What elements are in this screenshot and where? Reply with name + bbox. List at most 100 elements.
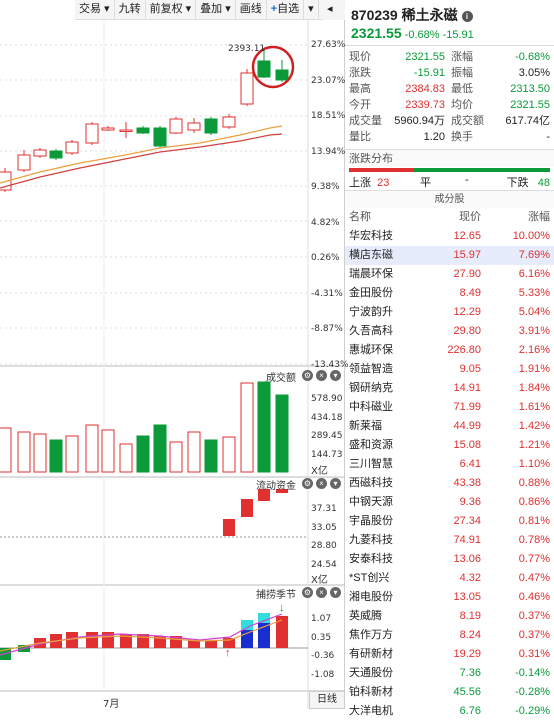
col-name[interactable]: 名称 xyxy=(349,211,371,223)
quote-value: -15.91 xyxy=(413,67,445,79)
stock-name: 湘电股份 xyxy=(349,591,393,603)
options-icon[interactable]: ▾ xyxy=(330,587,341,598)
volume-bar xyxy=(85,424,99,473)
stock-change: 1.10% xyxy=(518,458,550,470)
volume-unit: X亿 xyxy=(311,466,328,477)
table-row[interactable]: 天通股份 7.36 -0.14% xyxy=(345,664,554,683)
candle xyxy=(49,150,63,159)
quote-label: 涨幅 xyxy=(451,51,473,63)
table-row[interactable]: *ST创兴 4.32 0.47% xyxy=(345,569,554,588)
stock-name: 天通股份 xyxy=(349,667,393,679)
stock-name: 铂科新材 xyxy=(349,686,393,698)
table-header: 名称 现价 涨幅 xyxy=(345,208,554,227)
overlay-button[interactable]: 叠加 ▾ xyxy=(196,0,236,19)
table-row[interactable]: 有研新材 19.29 0.31% xyxy=(345,645,554,664)
close-icon[interactable]: × xyxy=(316,478,327,489)
volume-bar xyxy=(169,441,183,473)
volume-bar xyxy=(240,382,254,473)
plus-icon: + xyxy=(270,3,278,15)
stock-price: 9.36 xyxy=(459,496,481,508)
table-row[interactable]: 瑞晨环保 27.90 6.16% xyxy=(345,265,554,284)
stock-price: 13.06 xyxy=(453,553,481,565)
quote-label: 振幅 xyxy=(451,67,473,79)
options-icon[interactable]: ▾ xyxy=(330,478,341,489)
table-row[interactable]: 西磁科技 43.38 0.88% xyxy=(345,474,554,493)
trade-button[interactable]: 交易 ▾ xyxy=(75,0,115,19)
table-row[interactable]: 横店东磁 15.97 7.69% xyxy=(345,246,554,265)
volume-bar xyxy=(65,435,79,473)
chart-panel[interactable]: 交易 ▾ 九转 前复权 ▾ 叠加 ▾ 画线 +自选 ▾ ◂ ↑ ↓ 2393.11… xyxy=(0,0,349,710)
close-icon[interactable]: × xyxy=(316,587,327,598)
stock-name: 大洋电机 xyxy=(349,705,393,717)
stock-change: 7.69% xyxy=(518,249,550,261)
stock-name: 有研新材 xyxy=(349,648,393,660)
col-change[interactable]: 涨幅 xyxy=(528,211,550,223)
table-row[interactable]: 湘电股份 13.05 0.46% xyxy=(345,588,554,607)
stock-name: 盛和资源 xyxy=(349,439,393,451)
indicator-line xyxy=(0,613,283,656)
table-row[interactable]: 大洋电机 6.76 -0.29% xyxy=(345,702,554,721)
collapse-button[interactable]: ◂ xyxy=(323,0,345,20)
quote-row: 现价 2321.55 涨幅 -0.68% xyxy=(345,49,554,65)
close-icon[interactable]: × xyxy=(316,370,327,381)
table-row[interactable]: 惠城环保 226.80 2.16% xyxy=(345,341,554,360)
quote-label: 最高 xyxy=(349,83,371,95)
table-row[interactable]: 金田股份 8.49 5.33% xyxy=(345,284,554,303)
more-dropdown-icon[interactable]: ▾ xyxy=(304,0,319,19)
table-row[interactable]: 英威腾 8.19 0.37% xyxy=(345,607,554,626)
indicator-bar xyxy=(120,634,132,648)
nine-turn-button[interactable]: 九转 xyxy=(115,0,146,19)
table-row[interactable]: 九菱科技 74.91 0.78% xyxy=(345,531,554,550)
table-row[interactable]: 宇晶股份 27.34 0.81% xyxy=(345,512,554,531)
add-watchlist-button[interactable]: +自选 xyxy=(267,0,305,19)
table-row[interactable]: 盛和资源 15.08 1.21% xyxy=(345,436,554,455)
table-row[interactable]: 久吾高科 29.80 3.91% xyxy=(345,322,554,341)
stock-price: 27.90 xyxy=(453,268,481,280)
table-row[interactable]: 中科磁业 71.99 1.61% xyxy=(345,398,554,417)
candle xyxy=(240,72,254,105)
settings-icon[interactable]: ⚙ xyxy=(302,478,313,489)
stock-name: 新莱福 xyxy=(349,420,382,432)
stock-name: 领益智造 xyxy=(349,363,393,375)
table-row[interactable]: 领益智造 9.05 1.91% xyxy=(345,360,554,379)
table-row[interactable]: 华宏科技 12.65 10.00% xyxy=(345,227,554,246)
volume-bar xyxy=(275,394,289,473)
table-row[interactable]: 宁波韵升 12.29 5.04% xyxy=(345,303,554,322)
col-price[interactable]: 现价 xyxy=(459,211,481,223)
stock-change: 1.61% xyxy=(518,401,550,413)
down-label: 下跌 xyxy=(506,177,529,189)
settings-icon[interactable]: ⚙ xyxy=(302,587,313,598)
table-row[interactable]: 中钢天源 9.36 0.86% xyxy=(345,493,554,512)
info-icon[interactable]: i xyxy=(461,10,473,22)
stock-code: 870239 xyxy=(351,7,398,23)
table-row[interactable]: 焦作万方 8.24 0.37% xyxy=(345,626,554,645)
indicator-bar xyxy=(154,636,166,648)
stock-price: 14.91 xyxy=(453,382,481,394)
table-row[interactable]: 钢研纳克 14.91 1.84% xyxy=(345,379,554,398)
volume-tick-label: 434.18 xyxy=(311,412,343,423)
kline-chart[interactable]: ↑↓ xyxy=(0,0,345,709)
table-row[interactable]: 铂科新材 45.56 -0.28% xyxy=(345,683,554,702)
adjust-button[interactable]: 前复权 ▾ xyxy=(146,0,197,19)
period-selector[interactable]: 日线 xyxy=(309,691,345,709)
stock-name: 西磁科技 xyxy=(349,477,393,489)
settings-icon[interactable]: ⚙ xyxy=(302,370,313,381)
quote-value: 2384.83 xyxy=(405,83,445,95)
quote-panel: 870239 稀土永磁 i 2321.55 -0.68% -15.91 现价 23… xyxy=(345,0,554,717)
candle xyxy=(33,149,47,157)
stock-name: 稀土永磁 xyxy=(401,7,458,23)
table-row[interactable]: 三川智慧 6.41 1.10% xyxy=(345,455,554,474)
table-row[interactable]: 新莱福 44.99 1.42% xyxy=(345,417,554,436)
quote-label: 最低 xyxy=(451,83,473,95)
stock-change: 0.88% xyxy=(518,477,550,489)
draw-button[interactable]: 画线 xyxy=(236,0,267,19)
table-row[interactable]: 安泰科技 13.06 0.77% xyxy=(345,550,554,569)
candle xyxy=(153,127,167,147)
options-icon[interactable]: ▾ xyxy=(330,370,341,381)
up-bar xyxy=(349,168,414,172)
quote-value: 5960.94万 xyxy=(394,115,445,127)
quote-label: 成交量 xyxy=(349,115,382,127)
stock-change: 0.47% xyxy=(518,572,550,584)
stock-price: 19.29 xyxy=(453,648,481,660)
quote-value: -0.68% xyxy=(515,51,550,63)
